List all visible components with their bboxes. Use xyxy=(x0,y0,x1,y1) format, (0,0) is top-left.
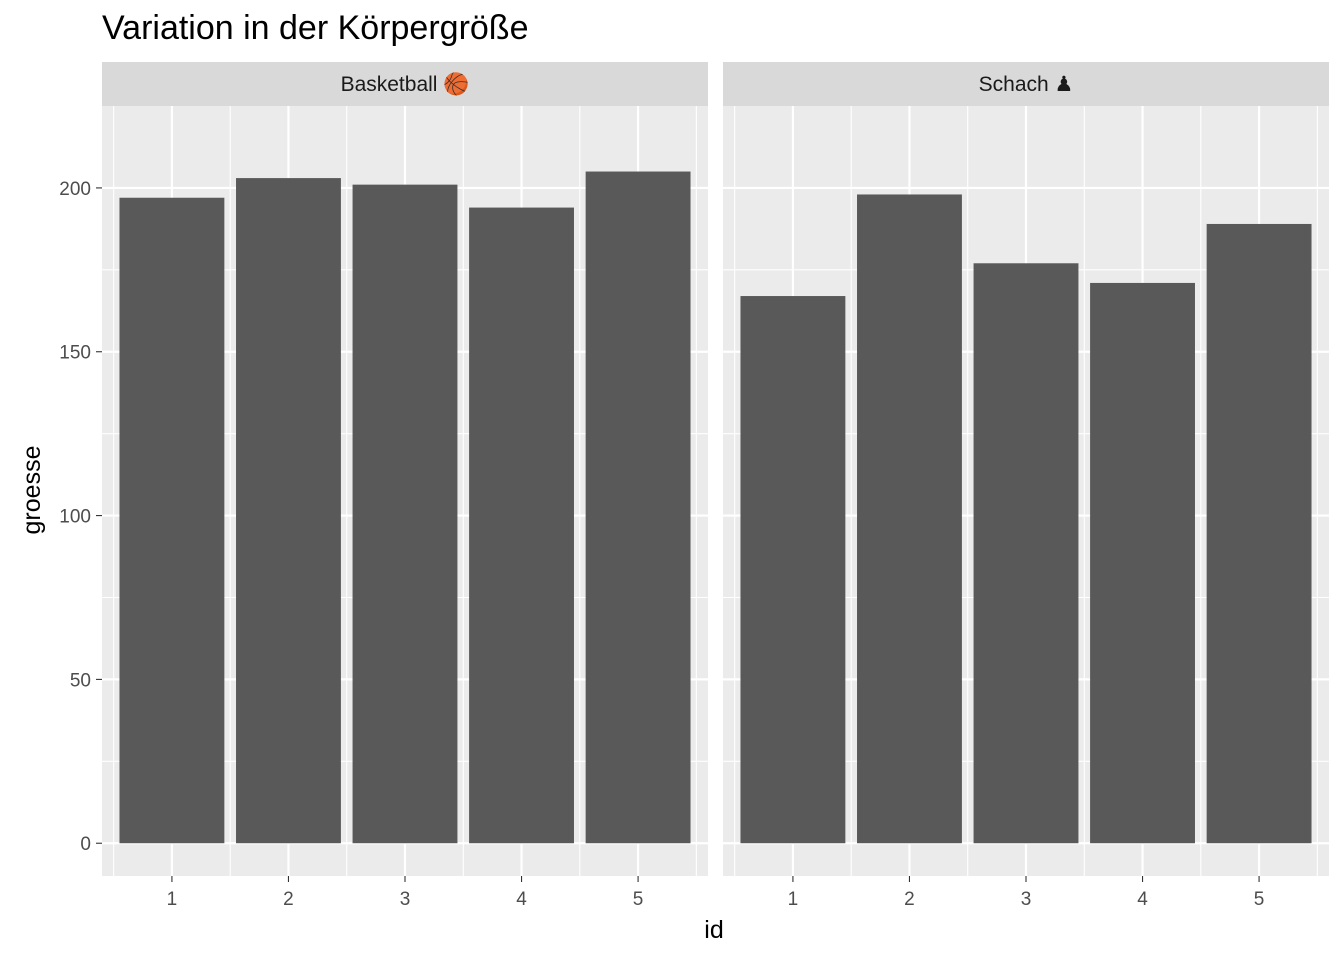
y-tick-label: 200 xyxy=(59,179,91,200)
x-tick-label: 3 xyxy=(400,889,411,910)
y-tick-label: 100 xyxy=(59,507,91,528)
x-tick-label: 3 xyxy=(1021,889,1032,910)
x-tick-label: 4 xyxy=(1137,889,1148,910)
facet-strip-background xyxy=(723,62,1329,106)
bar-1 xyxy=(740,296,846,844)
x-tick-label: 2 xyxy=(904,889,915,910)
chart-title: Variation in der Körpergröße xyxy=(102,9,528,47)
x-tick-label: 5 xyxy=(633,889,644,910)
bar-2 xyxy=(236,178,341,844)
x-tick-label: 2 xyxy=(283,889,294,910)
x-tick-label: 1 xyxy=(167,889,178,910)
y-tick-label: 50 xyxy=(70,670,91,691)
bar-5 xyxy=(1206,223,1312,844)
y-tick-label: 0 xyxy=(80,834,91,855)
y-axis-title: groesse xyxy=(18,446,46,535)
facet-strip-label: Basketball 🏀 xyxy=(341,70,470,97)
x-tick-label: 1 xyxy=(788,889,799,910)
bar-4 xyxy=(469,207,574,844)
x-tick-label: 4 xyxy=(516,889,527,910)
y-tick-label: 150 xyxy=(59,343,91,364)
bar-3 xyxy=(973,263,1079,844)
x-tick-label: 5 xyxy=(1254,889,1265,910)
bar-3 xyxy=(352,184,458,844)
bar-4 xyxy=(1090,282,1195,844)
x-axis-title: id xyxy=(704,916,723,944)
bar-1 xyxy=(119,197,225,844)
bar-5 xyxy=(585,171,691,844)
facet-strip-label: Schach ♟ xyxy=(979,73,1074,96)
facet-panel-2: Schach ♟ 1 2 3 4 5 xyxy=(723,62,1329,910)
bar-2 xyxy=(857,194,962,844)
facet-strip-background xyxy=(102,62,708,106)
